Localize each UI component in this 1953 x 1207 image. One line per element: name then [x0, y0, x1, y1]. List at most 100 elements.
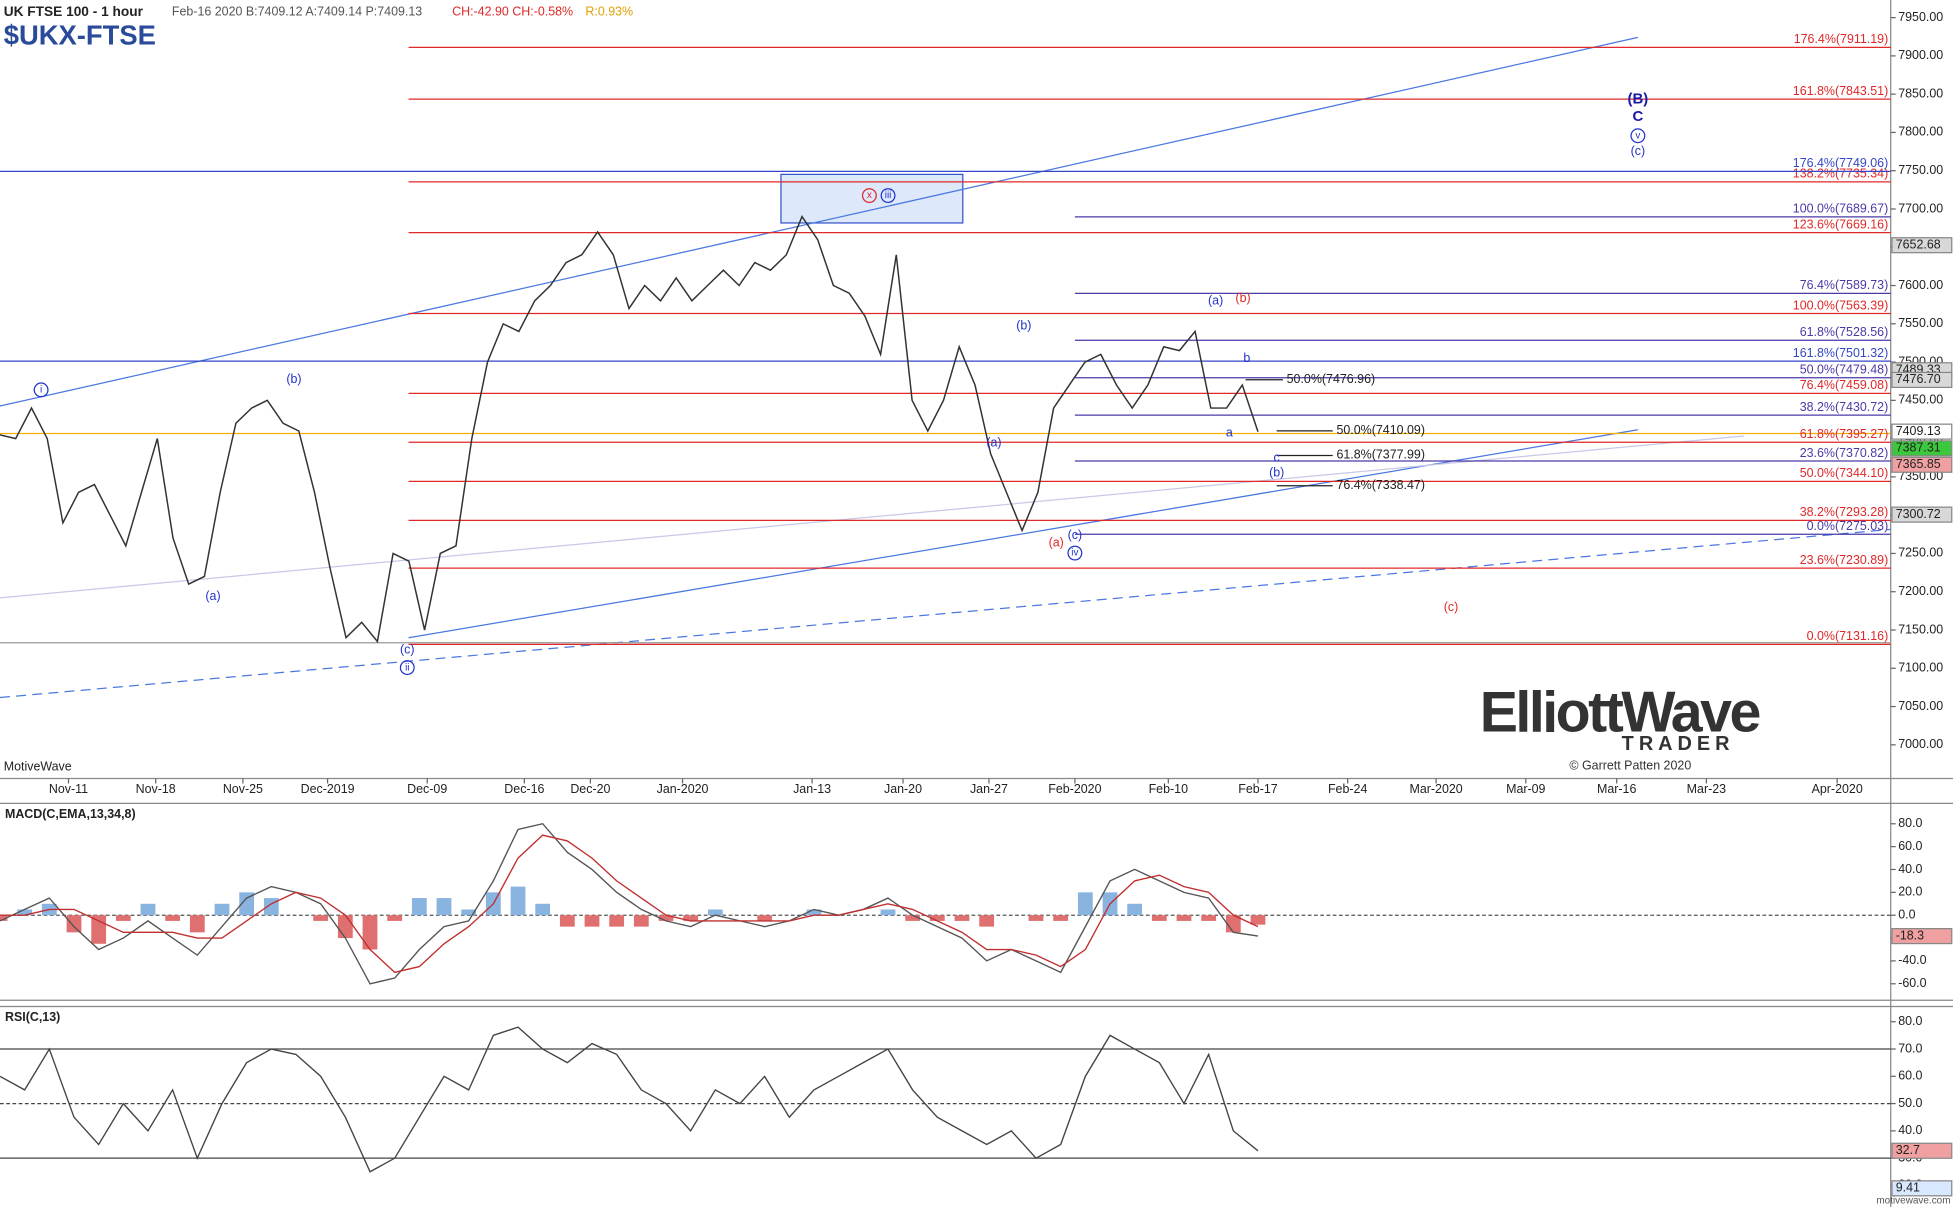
histogram-bar [115, 915, 131, 921]
price-badge [1891, 237, 1953, 254]
y-tick-label: 7050.00 [1898, 699, 1943, 713]
y-tick-label: 40.0 [1898, 1123, 1922, 1137]
wave-label: (a) [205, 589, 220, 603]
price-badge-label: 7652.68 [1896, 237, 1941, 251]
histogram-bar [1077, 892, 1093, 916]
wave-label: iii [885, 190, 892, 201]
fib-label: 0.0%(7131.16) [1807, 629, 1889, 643]
y-tick-label: 7600.00 [1898, 278, 1943, 292]
y-tick-label: 7850.00 [1898, 86, 1943, 100]
x-tick-label: Mar-23 [1687, 782, 1726, 796]
wave-label: x [867, 190, 872, 201]
wave-label: iv [1071, 548, 1078, 559]
y-tick-label: 7150.00 [1898, 622, 1943, 636]
histogram-bar [1250, 915, 1266, 925]
histogram-bar [436, 898, 452, 916]
x-tick-label: Feb-2020 [1048, 782, 1101, 796]
histogram-bar [313, 915, 329, 921]
price-badge [1891, 423, 1953, 440]
y-tick-label: 0.0 [1898, 907, 1915, 921]
panel-title: RSI(C,13) [5, 1010, 60, 1024]
x-tick-label: Feb-17 [1238, 782, 1277, 796]
histogram-bar [1053, 915, 1069, 921]
histogram-bar [1201, 915, 1217, 921]
histogram-bar [535, 903, 551, 916]
wave-label: (c) [1444, 600, 1459, 614]
price-badge-label: 7409.13 [1896, 424, 1941, 438]
price-badge [1891, 506, 1953, 523]
fib-label: 161.8%(7843.51) [1793, 84, 1888, 98]
wave-label: (b) [1016, 319, 1031, 333]
fib-label: 61.8%(7528.56) [1800, 325, 1889, 339]
wave-label: (b) [1235, 291, 1250, 305]
histogram-bar [165, 915, 181, 921]
fib-label: 0.0%(7275.03) [1807, 519, 1889, 533]
y-tick-label: 7900.00 [1898, 48, 1943, 62]
fib-label: 100.0%(7563.39) [1793, 298, 1888, 312]
wave-label: (c) [400, 642, 415, 656]
histogram-bar [140, 903, 156, 916]
fib-label: 176.4%(7911.19) [1794, 32, 1889, 46]
wave-label: (c) [1068, 528, 1083, 542]
wave-label: a [1226, 426, 1233, 440]
change: CH:-42.90 CH:-0.58% [452, 5, 573, 19]
fib-label: 38.2%(7430.72) [1800, 400, 1889, 414]
price-badge-label: -18.3 [1896, 928, 1924, 942]
x-tick-label: Dec-16 [504, 782, 544, 796]
macd-line [0, 834, 1259, 974]
histogram-bar [806, 909, 822, 916]
x-tick-label: Dec-20 [570, 782, 610, 796]
price-badge-label: 9.41 [1896, 1181, 1920, 1195]
x-tick-label: Jan-27 [970, 782, 1008, 796]
wave-label: ii [405, 662, 409, 673]
histogram-bar [905, 915, 921, 921]
histogram-bar [757, 915, 773, 921]
y-tick-label: 60.0 [1898, 839, 1922, 853]
wave-label: b [1243, 351, 1250, 365]
x-tick-label: Mar-09 [1506, 782, 1545, 796]
histogram-bar [559, 915, 575, 927]
x-tick-label: Jan-2020 [657, 782, 709, 796]
fib-label: 76.4%(7589.73) [1800, 278, 1889, 292]
histogram-bar [707, 909, 723, 916]
histogram-bar [1127, 903, 1143, 916]
histogram-bar [461, 909, 477, 916]
price-badge [1891, 371, 1953, 389]
x-tick-label: Mar-2020 [1409, 782, 1462, 796]
fib-label: 76.4%(7338.47) [1336, 478, 1425, 492]
histogram-bar [411, 898, 427, 916]
y-tick-label: 80.0 [1898, 1014, 1922, 1028]
y-tick-label: 60.0 [1898, 1069, 1922, 1083]
histogram-bar [66, 915, 82, 933]
fib-label: 138.2%(7735.34) [1793, 167, 1888, 181]
histogram-bar [214, 903, 230, 916]
fib-label: 50.0%(7476.96) [1287, 372, 1376, 386]
wave-circle [33, 382, 49, 398]
histogram-bar [239, 892, 255, 916]
price-badge [1891, 456, 1953, 473]
quote: Feb-16 2020 B:7409.12 A:7409.14 P:7409.1… [172, 5, 422, 19]
wave-circle [1067, 545, 1083, 561]
fib-label: 50.0%(7344.10) [1800, 466, 1889, 480]
y-tick-label: 20.0 [1898, 885, 1922, 899]
price-badge-label: 7387.31 [1896, 441, 1941, 455]
histogram-bar [1028, 915, 1044, 921]
price-badge-label: 32.7 [1896, 1143, 1920, 1157]
symbol: UK FTSE 100 - 1 hour [4, 4, 144, 19]
histogram-bar [337, 915, 353, 939]
x-tick-label: Feb-24 [1328, 782, 1367, 796]
y-tick-label: 70.0 [1898, 1041, 1922, 1055]
wave-label: v [1635, 130, 1640, 141]
histogram-bar [362, 915, 378, 950]
histogram-bar [387, 915, 403, 921]
range: R:0.93% [585, 5, 633, 19]
copyright: © Garrett Patten 2020 [1569, 758, 1691, 772]
logo: ElliottWave [1480, 680, 1760, 744]
fib-label: 161.8%(7501.32) [1793, 346, 1888, 360]
x-tick-label: Feb-10 [1149, 782, 1188, 796]
histogram-bar [0, 915, 8, 921]
wave-label: (a) [1208, 294, 1223, 308]
price-badge [1891, 928, 1953, 945]
